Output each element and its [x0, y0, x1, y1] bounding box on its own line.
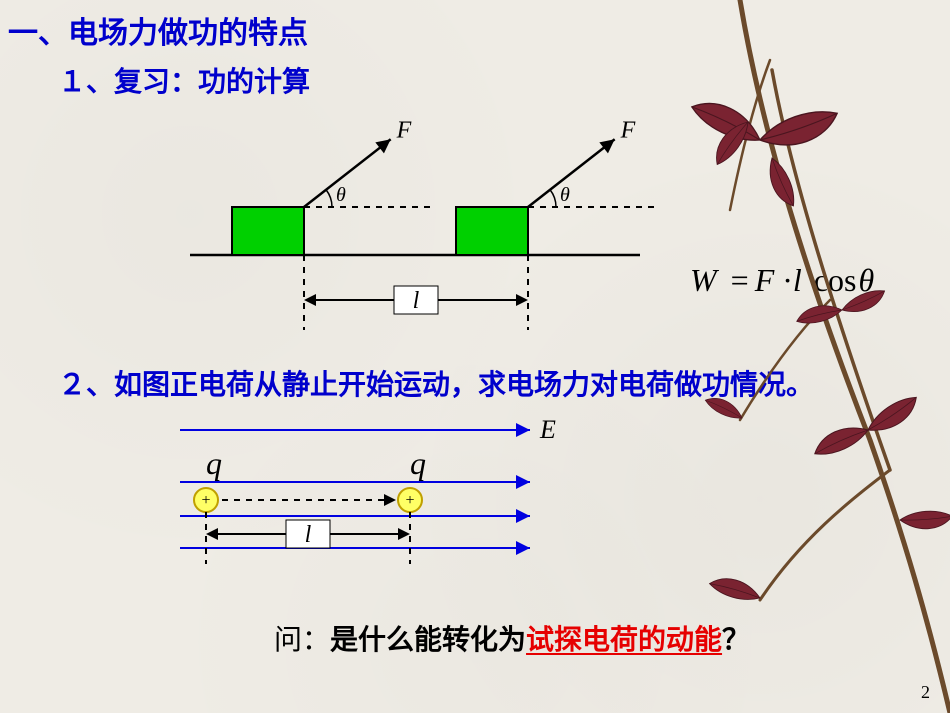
branch-decoration	[0, 0, 950, 713]
slide: 一、电场力做功的特点 １、复习：功的计算 ２、如图正电荷从静止开始运动，求电场力…	[0, 0, 950, 713]
